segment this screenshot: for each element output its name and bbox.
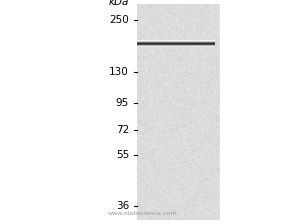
Text: 250: 250 [109,15,129,25]
Text: 130: 130 [109,67,129,77]
Text: www.elabscience.com: www.elabscience.com [108,211,178,216]
Text: 55: 55 [116,150,129,159]
Text: 95: 95 [116,98,129,108]
Text: 72: 72 [116,125,129,135]
Text: kDa: kDa [109,0,129,7]
Text: 36: 36 [116,201,129,211]
Bar [136,4,219,220]
